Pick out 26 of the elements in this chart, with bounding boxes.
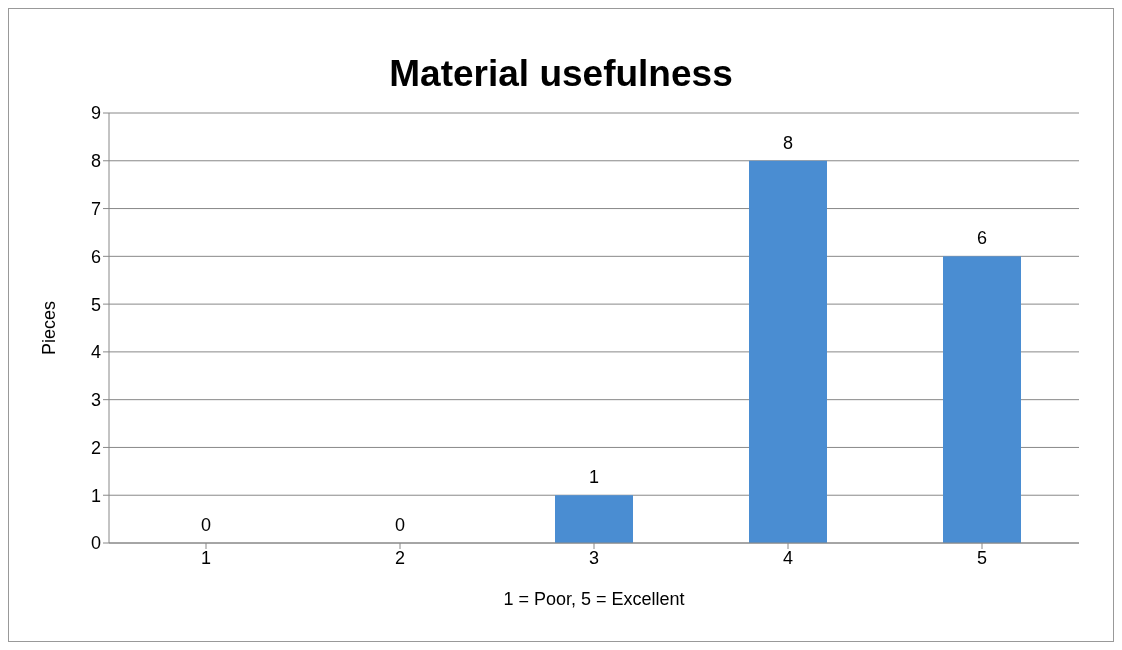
y-tick-label: 1 xyxy=(90,485,101,506)
data-label: 0 xyxy=(200,515,212,535)
y-tick-label: 9 xyxy=(90,103,101,124)
y-tick-label: 0 xyxy=(90,533,101,554)
x-tick-label: 2 xyxy=(394,547,406,568)
y-tick-label: 4 xyxy=(90,342,101,363)
y-tick-label: 3 xyxy=(90,390,101,411)
bar xyxy=(943,256,1021,543)
data-label: 1 xyxy=(588,467,600,488)
y-tick-label: 2 xyxy=(90,437,101,458)
x-tick-label: 1 xyxy=(200,547,212,568)
bar xyxy=(555,495,633,543)
y-tick-label: 5 xyxy=(90,294,101,315)
y-axis-title: Pieces xyxy=(39,300,60,356)
x-tick-label: 3 xyxy=(588,547,600,568)
bar xyxy=(749,160,827,543)
y-tick-label: 6 xyxy=(90,246,101,267)
data-label: 6 xyxy=(976,228,988,249)
y-tick-label: 8 xyxy=(90,151,101,172)
x-tick-label: 5 xyxy=(976,547,988,568)
y-tick-label: 7 xyxy=(90,198,101,219)
data-label: 8 xyxy=(782,132,794,153)
x-axis-title: 1 = Poor, 5 = Excellent xyxy=(503,589,685,609)
data-label: 0 xyxy=(394,515,406,535)
chart-title: Material usefulness xyxy=(388,53,734,96)
x-tick-label: 4 xyxy=(782,547,794,568)
